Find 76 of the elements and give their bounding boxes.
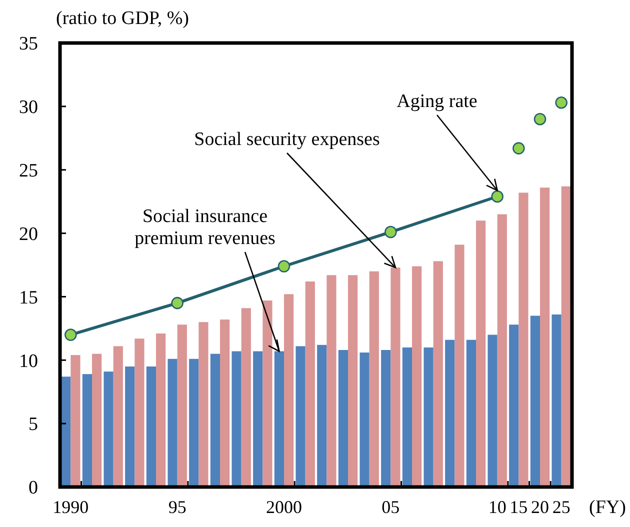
bar xyxy=(177,324,187,487)
text: Aging rate xyxy=(396,91,478,112)
x-tick-label: 15 xyxy=(510,497,528,517)
bar xyxy=(338,350,348,487)
bar xyxy=(326,275,336,487)
bar xyxy=(104,372,114,487)
bar xyxy=(198,322,208,487)
x-tick-label: 2000 xyxy=(266,497,302,517)
bar xyxy=(530,316,540,487)
bar xyxy=(402,347,412,487)
point xyxy=(171,296,184,310)
point xyxy=(534,112,546,126)
y-tick-label: 35 xyxy=(19,34,38,55)
x-tick-label: 95 xyxy=(168,497,186,517)
bar xyxy=(305,281,315,487)
bar xyxy=(561,186,571,487)
bar xyxy=(497,214,507,487)
bar xyxy=(454,244,464,487)
text: Social insurance premium revenues xyxy=(134,206,276,249)
x-tick-label: 25 xyxy=(552,497,570,517)
bar xyxy=(92,354,102,487)
y-tick-label: 5 xyxy=(28,414,38,436)
x-tick-label: 20 xyxy=(531,497,549,517)
point xyxy=(64,328,77,341)
x-tick-label: 05 xyxy=(382,497,400,517)
y-tick-label: 10 xyxy=(19,350,38,372)
point xyxy=(512,142,525,154)
y-tick-label: 0 xyxy=(28,478,38,499)
bar xyxy=(518,192,528,487)
bar xyxy=(466,340,476,487)
bar xyxy=(210,354,220,487)
bar xyxy=(424,347,434,487)
bar xyxy=(476,220,486,487)
bar xyxy=(412,266,422,487)
bar xyxy=(156,334,166,487)
bar xyxy=(381,350,391,487)
bar xyxy=(113,346,123,487)
bar xyxy=(488,334,498,487)
bar xyxy=(296,346,306,487)
bar xyxy=(168,358,178,487)
bar xyxy=(232,351,242,487)
bar xyxy=(134,338,144,487)
bar xyxy=(390,268,400,487)
bar xyxy=(70,355,80,487)
bar xyxy=(348,275,358,487)
bar xyxy=(317,344,327,487)
bar xyxy=(241,308,251,487)
bar xyxy=(433,261,443,487)
bar xyxy=(369,271,379,487)
point xyxy=(491,190,504,203)
bar xyxy=(125,366,135,487)
x-axis-title: (FY) xyxy=(589,497,626,518)
bar xyxy=(540,188,550,487)
bar xyxy=(253,351,263,487)
bar xyxy=(274,351,284,487)
bar xyxy=(552,314,562,487)
bar xyxy=(220,320,230,487)
bar xyxy=(82,374,92,487)
point xyxy=(384,226,397,238)
bar xyxy=(284,294,294,487)
point xyxy=(555,96,568,109)
y-tick-label: 25 xyxy=(19,160,38,182)
y-tick-label: 30 xyxy=(19,97,38,118)
text: Social security expenses xyxy=(194,129,380,150)
bar xyxy=(146,366,156,487)
bar xyxy=(262,300,272,487)
bar xyxy=(360,352,370,487)
bar xyxy=(509,324,519,487)
y-axis-title: (ratio to GDP, %) xyxy=(56,8,189,29)
point xyxy=(278,260,290,272)
y-tick-label: 20 xyxy=(19,224,38,245)
bar xyxy=(445,340,455,487)
x-tick-label: 1990 xyxy=(52,497,89,517)
bar xyxy=(189,358,199,487)
x-tick-label: 10 xyxy=(488,497,506,517)
y-tick-label: 15 xyxy=(19,287,38,308)
